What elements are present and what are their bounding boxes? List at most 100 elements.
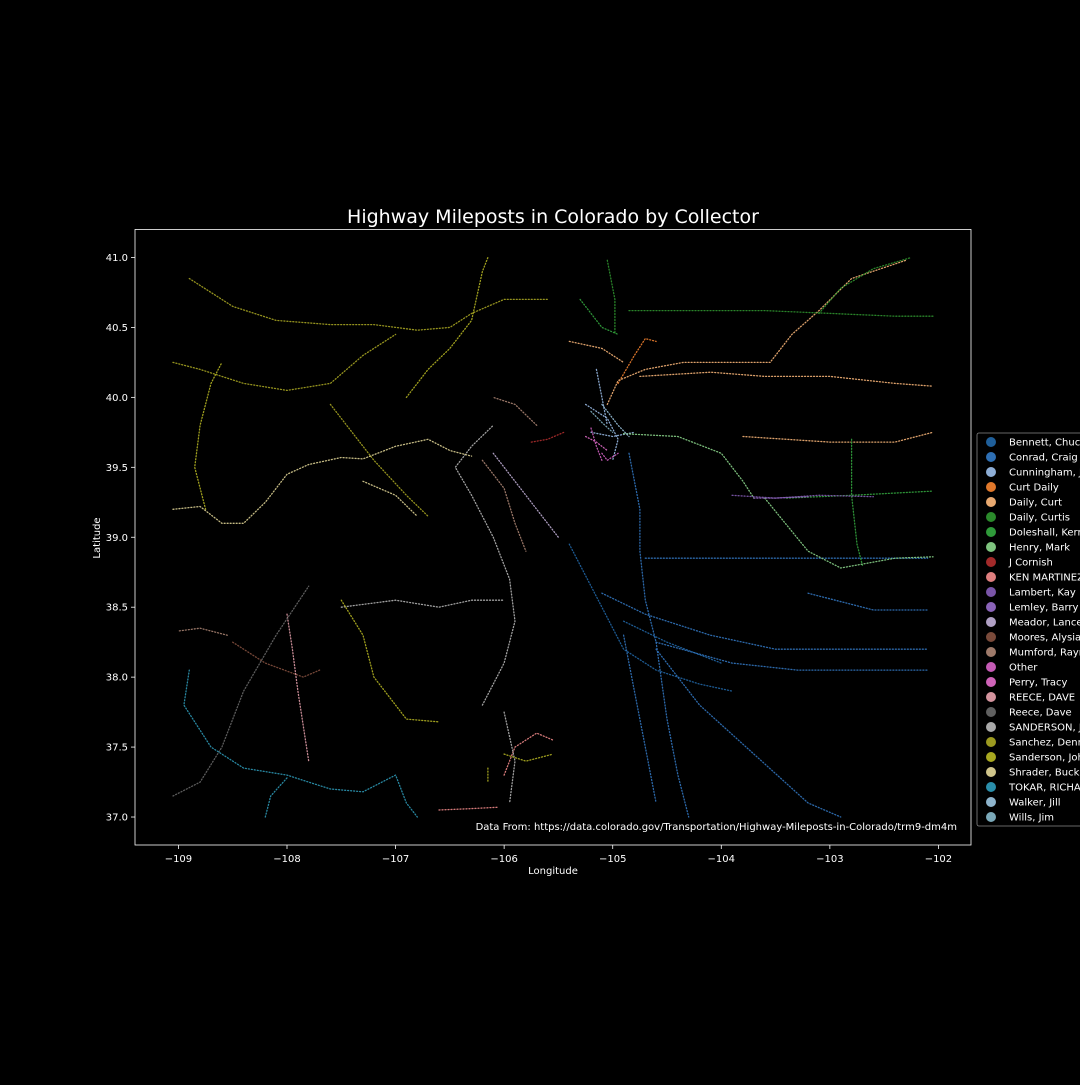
legend-marker [986, 527, 996, 537]
legend-label: Lambert, Kay [1009, 588, 1076, 599]
series-11 [753, 496, 809, 499]
series-19-trace-0 [454, 424, 516, 706]
series-1-trace-1 [655, 641, 929, 671]
legend-marker [986, 722, 996, 732]
legend-marker [986, 737, 996, 747]
legend-label: Sanderson, John [1009, 753, 1080, 764]
y-tick-label: 39.5 [106, 463, 128, 474]
series-10-trace-0 [731, 494, 874, 499]
series-22-trace-1 [362, 480, 418, 517]
series-18 [172, 585, 310, 797]
series-1-trace-4 [601, 592, 929, 650]
series-9 [438, 732, 554, 811]
y-tick-label: 38.5 [106, 603, 128, 614]
series-14-trace-0 [481, 459, 527, 552]
legend-marker [986, 482, 996, 492]
series-3 [617, 337, 657, 385]
series-15-trace-0 [601, 452, 619, 462]
legend-label: Cunningham, Jeff [1009, 468, 1080, 479]
series-2-trace-2 [595, 368, 608, 426]
legend-label: TOKAR, RICHARD [1008, 783, 1080, 794]
x-tick-label: −109 [165, 854, 192, 865]
series-25 [590, 410, 614, 433]
series-12-trace-0 [492, 452, 560, 538]
series-15 [590, 427, 619, 462]
y-tick-label: 39.0 [106, 533, 128, 544]
x-tick-label: −104 [708, 854, 735, 865]
plot-area [134, 229, 972, 846]
series-22-trace-0 [172, 438, 473, 524]
series-layer [172, 256, 934, 818]
legend-label: SANDERSON, JOHN [1009, 723, 1080, 734]
series-10 [731, 494, 874, 499]
legend-label: Mumford, Raymond [1009, 648, 1080, 659]
series-7-trace-0 [622, 433, 755, 499]
series-0 [568, 543, 733, 692]
legend-label: Bennett, Chuck [1009, 438, 1080, 449]
legend-label: Perry, Tracy [1009, 678, 1068, 689]
legend-marker [986, 512, 996, 522]
y-tick-label: 41.0 [106, 253, 128, 264]
x-tick-label: −108 [273, 854, 300, 865]
series-16-trace-0 [584, 435, 608, 452]
y-tick-label: 38.0 [106, 673, 128, 684]
y-tick-label: 37.5 [106, 743, 128, 754]
series-17-trace-0 [286, 613, 310, 762]
legend-marker [986, 437, 996, 447]
legend-label: Sanchez, Dennis [1009, 738, 1080, 749]
y-tick-label: 37.0 [106, 813, 128, 824]
series-23-trace-0 [183, 669, 418, 818]
series-21-trace-3 [503, 753, 554, 762]
legend-frame [976, 432, 1080, 827]
legend-label: Curt Daily [1009, 483, 1059, 494]
legend-label: KEN MARTINEZ [1009, 573, 1080, 584]
series-23 [183, 669, 418, 818]
series-5-trace-2 [628, 309, 934, 317]
series-11-trace-0 [753, 496, 809, 499]
series-24 [601, 403, 630, 438]
series-19-trace-1 [340, 599, 505, 608]
legend-label: Henry, Mark [1009, 543, 1070, 554]
series-7-trace-1 [764, 497, 934, 569]
series-5-trace-0 [606, 259, 616, 336]
legend-label: Daily, Curtis [1009, 513, 1070, 524]
series-5-trace-1 [818, 256, 912, 315]
legend-marker [986, 692, 996, 702]
legend-label: Daily, Curt [1009, 498, 1062, 509]
series-20-trace-0 [188, 277, 549, 331]
y-axis: 37.0 37.5 38.0 38.5 39.0 39.5 40.0 40.5 41.0 [106, 253, 135, 824]
legend-label: Wills, Jim [1009, 813, 1054, 824]
legend-marker [986, 812, 996, 822]
series-17 [286, 613, 310, 762]
series-13-trace-0 [232, 641, 321, 678]
legend-marker [986, 557, 996, 567]
legend-marker [986, 767, 996, 777]
legend-label: Other [1009, 663, 1038, 674]
series-21-trace-2 [340, 599, 440, 723]
legend-marker [986, 707, 996, 717]
legend-marker [986, 647, 996, 657]
series-9-trace-1 [438, 806, 500, 811]
x-tick-label: −107 [382, 854, 409, 865]
legend: Bennett, Chuck Conrad, Craig Cunningham, J… [976, 432, 1080, 827]
series-4-trace-1 [639, 371, 934, 387]
series-1 [601, 452, 929, 818]
legend-label: J Cornish [1008, 558, 1053, 569]
legend-label: Doleshall, Kerry [1009, 528, 1080, 539]
legend-marker [986, 602, 996, 612]
series-20 [172, 277, 549, 517]
series-12 [492, 452, 560, 538]
legend-marker [986, 587, 996, 597]
series-14-trace-2 [492, 396, 538, 426]
series-7 [622, 433, 934, 569]
series-5 [606, 256, 934, 336]
x-tick-label: −102 [925, 854, 952, 865]
series-19 [340, 424, 516, 804]
series-21-trace-1 [405, 256, 489, 399]
legend-marker [986, 617, 996, 627]
series-22 [172, 438, 473, 524]
series-20-trace-1 [172, 333, 397, 392]
series-16 [584, 435, 608, 452]
